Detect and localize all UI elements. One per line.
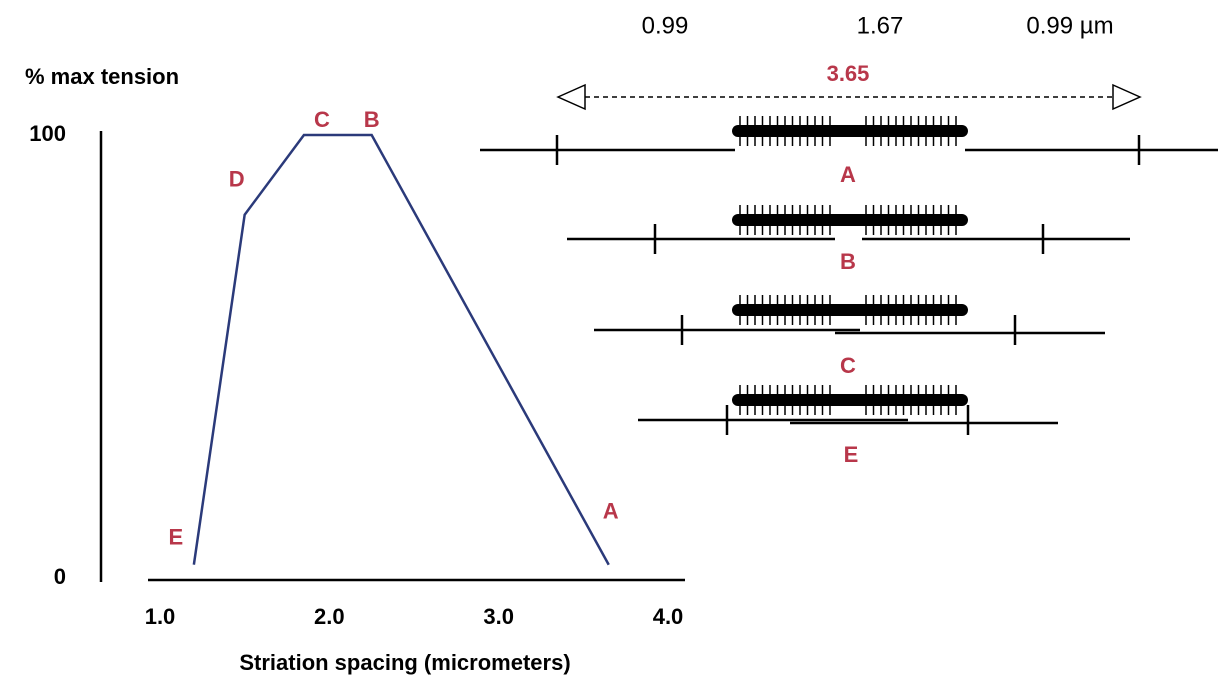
x-tick-label: 2.0	[314, 604, 345, 629]
arrow-head	[556, 83, 586, 111]
point-label: D	[229, 167, 245, 192]
width-label: 1.67	[857, 12, 904, 39]
arrow-head	[1112, 83, 1142, 111]
x-axis-title: Striation spacing (micrometers)	[239, 650, 570, 675]
width-label: 0.99	[642, 12, 689, 39]
total-length: 3.65	[827, 61, 870, 86]
x-tick-label: 3.0	[483, 604, 514, 629]
tension-curve	[192, 133, 610, 566]
y-tick-label: 0	[54, 564, 66, 589]
x-tick-label: 1.0	[145, 604, 176, 629]
x-tick-label: 4.0	[653, 604, 684, 629]
sarcomere-label: C	[840, 353, 856, 378]
diagram: 0.99 1.67 0.99 µm 3.65 A B C E	[556, 12, 1142, 467]
sarcomere-label: B	[840, 249, 856, 274]
point-label: C	[314, 107, 330, 132]
y-tick-label: 100	[29, 121, 66, 146]
sarcomere-label: A	[840, 162, 856, 187]
sarcomere-label: E	[844, 442, 859, 467]
width-label: 0.99 µm	[1026, 12, 1113, 39]
point-label: E	[169, 525, 184, 550]
point-label: A	[603, 499, 619, 524]
point-label: B	[364, 107, 380, 132]
y-axis-title: % max tension	[25, 64, 179, 89]
